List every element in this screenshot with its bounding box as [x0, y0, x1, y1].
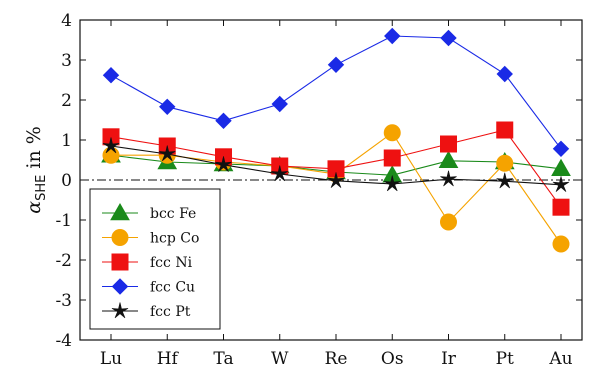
y-tick-label: -2	[55, 251, 72, 271]
legend-entry-fcc-ni: fcc Ni	[102, 253, 193, 271]
fcc-cu-point	[384, 27, 401, 45]
axis-layer: -4 -3 -2 -1 0 1 2 3 4 Lu Hf Ta W Re Os Ir Pt Au	[55, 11, 583, 369]
legend-label-fcc-pt: fcc Pt	[150, 304, 191, 320]
hcp-co-point	[440, 213, 457, 231]
fcc-cu-point	[215, 112, 232, 130]
legend-label-bcc-fe: bcc Fe	[150, 206, 196, 222]
y-tick-label: -3	[55, 291, 72, 311]
fcc-cu-point	[496, 65, 513, 83]
x-tick-label: Pt	[496, 349, 514, 369]
fcc-pt-point	[327, 172, 345, 188]
bcc-fe-point	[551, 158, 571, 177]
x-tick-label: Hf	[157, 349, 180, 369]
fcc-ni-point	[552, 198, 570, 216]
fcc-pt-point	[552, 176, 570, 192]
fcc-pt-point	[440, 170, 457, 187]
y-tick-label: -1	[55, 211, 72, 231]
x-tick-label: Re	[325, 349, 348, 369]
fcc-ni-point	[496, 121, 514, 139]
series-fcc-cu	[102, 27, 570, 158]
legend-fcc-cu-point	[111, 278, 129, 295]
fcc-pt-point	[215, 156, 232, 172]
hcp-co-point	[102, 146, 120, 164]
y-tick-label: 2	[61, 91, 72, 111]
legend-fcc-pt-point	[111, 302, 129, 319]
x-tick-label: Au	[548, 349, 572, 369]
legend-hcp-co-point	[111, 229, 129, 246]
legend-label-fcc-ni: fcc Ni	[150, 255, 193, 271]
legend-entry-fcc-pt: fcc Pt	[102, 302, 191, 320]
fcc-pt-point	[271, 165, 288, 182]
x-tick-label: Os	[381, 349, 404, 369]
y-axis-title-rest: in %	[23, 126, 45, 174]
y-tick-label: 4	[61, 11, 72, 31]
legend-label-hcp-co: hcp Co	[150, 231, 199, 247]
y-tick-label: 3	[61, 51, 72, 71]
series-fcc-pt	[102, 137, 570, 192]
hcp-co-point	[383, 124, 401, 142]
fcc-ni-point	[440, 135, 457, 153]
y-tick-label: -4	[55, 331, 72, 351]
legend-bcc-fe-point	[110, 202, 130, 221]
fcc-pt-point	[159, 145, 176, 162]
legend-entry-bcc-fe: bcc Fe	[102, 202, 196, 222]
y-tick-label: 0	[61, 171, 72, 191]
y-axis-title-symbol: α	[23, 201, 45, 214]
fcc-cu-point	[271, 95, 288, 113]
fcc-cu-point	[102, 66, 120, 84]
legend-fcc-ni-point	[111, 253, 129, 271]
legend-entry-hcp-co: hcp Co	[102, 229, 199, 247]
y-tick-label: 1	[61, 131, 72, 151]
fcc-ni-point	[383, 149, 401, 167]
legend-entry-fcc-cu: fcc Cu	[102, 278, 195, 296]
fcc-cu-point	[552, 140, 570, 158]
legend-label-fcc-cu: fcc Cu	[150, 280, 195, 296]
x-tick-label: Ta	[213, 349, 233, 369]
fcc-pt-point	[496, 172, 513, 189]
fcc-cu-point	[440, 29, 457, 47]
fcc-pt-point	[384, 175, 401, 192]
fcc-cu-point	[327, 56, 345, 74]
y-axis-title: αSHE in %	[23, 126, 49, 214]
fcc-cu-point	[159, 98, 176, 116]
hcp-co-point	[496, 154, 514, 172]
bcc-fe-point	[438, 150, 459, 169]
series-line-fcc-cu	[110, 35, 562, 150]
x-tick-label: W	[271, 349, 289, 369]
y-axis-title-subscript: SHE	[34, 175, 49, 201]
hcp-co-point	[552, 235, 570, 253]
legend: bcc Fe hcp Co fcc Ni fcc Cu fcc Pt	[89, 188, 221, 330]
fcc-pt-point	[102, 137, 120, 154]
x-tick-label: Ir	[441, 349, 457, 369]
series-layer	[101, 27, 571, 253]
x-tick-label: Lu	[100, 349, 122, 369]
